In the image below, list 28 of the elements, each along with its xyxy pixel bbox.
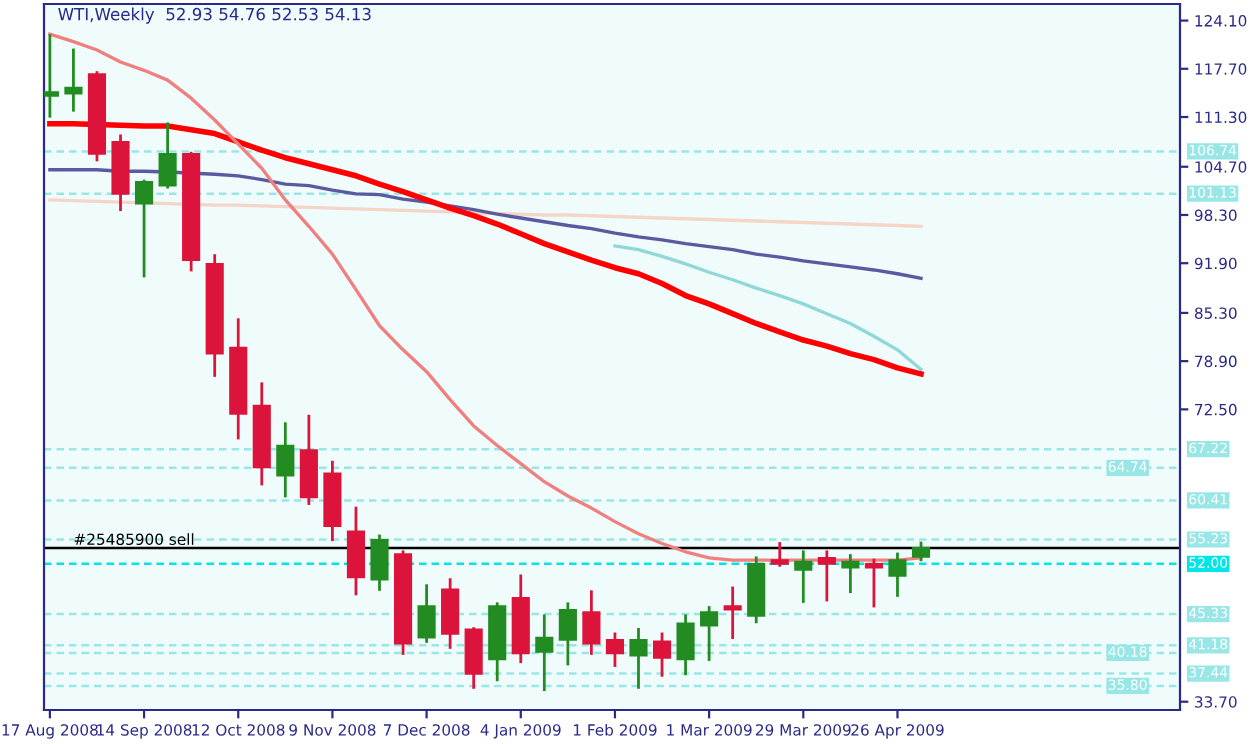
- candlestick: [134, 179, 154, 278]
- candlestick: [158, 122, 177, 189]
- candlestick: [700, 606, 719, 661]
- candlestick: [652, 632, 672, 677]
- candlestick: [464, 627, 483, 689]
- candlestick: [888, 552, 907, 597]
- candlestick: [817, 550, 836, 602]
- candlestick: [64, 48, 83, 112]
- line-series: [613, 244, 923, 372]
- candlestick: [299, 414, 318, 505]
- candlestick: [864, 558, 884, 608]
- line-series: [47, 121, 924, 377]
- candlestick: [629, 627, 648, 689]
- candlestick: [582, 590, 601, 655]
- candlestick: [276, 422, 295, 498]
- candlestick: [558, 602, 577, 666]
- candlestick: [841, 554, 860, 594]
- candlestick: [676, 614, 695, 676]
- candlestick: [370, 534, 389, 591]
- candlestick: [723, 586, 742, 640]
- candlestick: [794, 550, 813, 603]
- chart-title: WTI,Weekly 52.93 54.76 52.53 54.13: [58, 7, 371, 24]
- candlestick: [605, 632, 625, 667]
- candlestick: [535, 614, 554, 692]
- candlestick: [346, 506, 366, 596]
- candlestick: [441, 578, 460, 649]
- candlestick: [417, 584, 436, 643]
- candlestick: [770, 542, 789, 567]
